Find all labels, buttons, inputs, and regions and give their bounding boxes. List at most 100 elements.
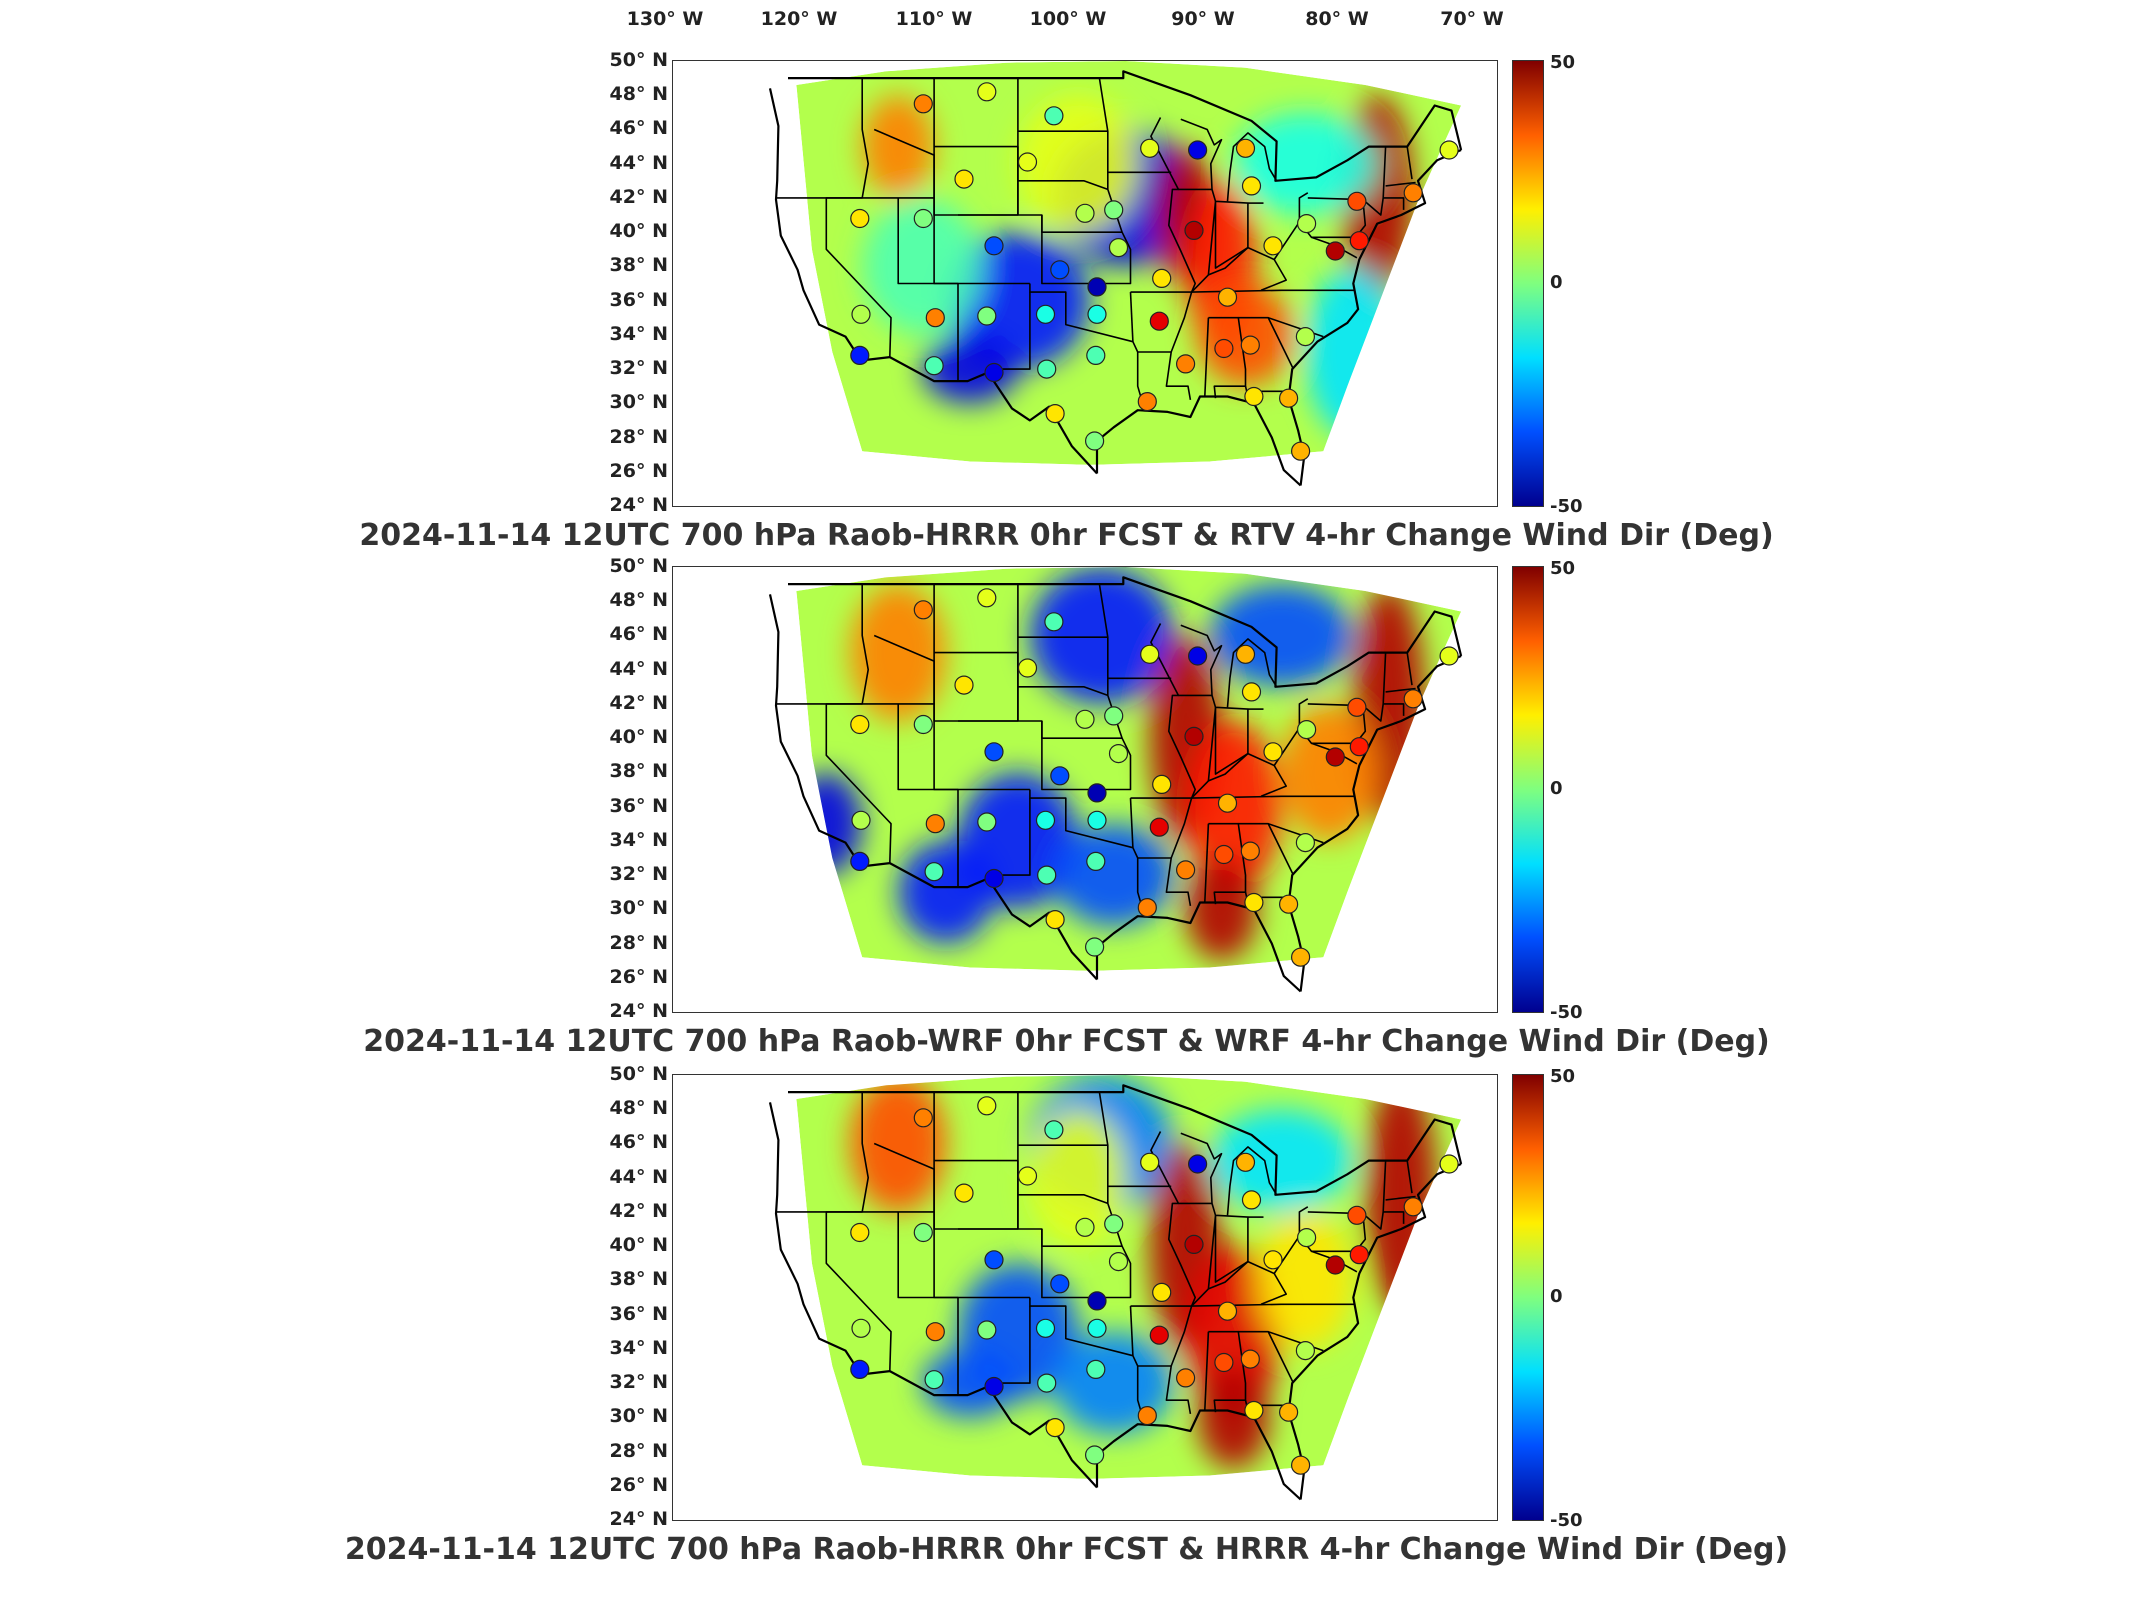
- raob-site-marker: [1184, 220, 1204, 240]
- raob-site-marker: [1263, 1250, 1283, 1270]
- lon-tick-label: 110° W: [895, 8, 973, 30]
- raob-site-marker: [1244, 1400, 1264, 1421]
- raob-site-marker: [1044, 612, 1064, 632]
- panel-title: 2024-11-14 12UTC 700 hPa Raob-HRRR 0hr F…: [344, 1532, 1789, 1567]
- raob-site-marker: [1087, 304, 1107, 324]
- boundary-line: [1180, 624, 1223, 708]
- raob-site-marker: [1244, 386, 1264, 407]
- raob-site-marker: [1263, 742, 1283, 762]
- raob-site-marker: [1278, 894, 1299, 914]
- raob-site-marker: [1214, 1352, 1234, 1373]
- raob-site-marker: [1325, 1255, 1345, 1275]
- boundary-line: [1204, 317, 1210, 397]
- lat-tick-label: 38° N: [609, 1268, 668, 1291]
- raob-site-marker: [1086, 851, 1106, 871]
- lat-tick-label: 28° N: [609, 931, 668, 954]
- wind-direction-map: [768, 567, 1463, 993]
- boundary-line: [1226, 1146, 1278, 1216]
- boundary-line: [1180, 118, 1223, 202]
- boundary-line: [1129, 798, 1134, 848]
- colorbar-mid-label: 0: [1550, 272, 1563, 293]
- boundary-line: [1362, 652, 1387, 722]
- boundary-line: [1383, 703, 1405, 716]
- lat-tick-label: 38° N: [609, 760, 668, 783]
- raob-site-marker: [977, 82, 997, 102]
- raob-site-marker: [1017, 658, 1038, 678]
- lon-tick-label: 70° W: [1440, 8, 1504, 30]
- raob-site-marker: [1349, 737, 1369, 757]
- map-plot-area: [672, 1074, 1498, 1521]
- raob-site-marker: [1244, 892, 1264, 913]
- raob-site-marker: [913, 94, 933, 114]
- raob-site-marker: [850, 345, 870, 365]
- raob-site-marker: [924, 1370, 944, 1390]
- lon-tick-label: 90° W: [1171, 8, 1235, 30]
- lat-tick-label: 36° N: [609, 288, 668, 311]
- map-plot-area: [672, 60, 1498, 507]
- raob-site-marker: [1278, 388, 1299, 408]
- raob-site-marker: [925, 1322, 945, 1342]
- raob-site-marker: [1087, 1318, 1107, 1338]
- raob-site-marker: [1241, 1190, 1262, 1210]
- lat-tick-label: 48° N: [609, 589, 668, 612]
- lat-tick-label: 30° N: [609, 897, 668, 920]
- raob-site-marker: [984, 868, 1004, 889]
- colorbar-min-label: -50: [1550, 496, 1583, 517]
- lat-tick-label: 40° N: [609, 1234, 668, 1257]
- boundary-line: [1208, 822, 1247, 905]
- raob-site-marker: [977, 812, 997, 832]
- boundary-line: [1041, 77, 1132, 285]
- lat-tick-label: 24° N: [609, 1508, 668, 1530]
- raob-site-marker: [1235, 644, 1256, 664]
- lat-tick-label: 34° N: [609, 322, 668, 345]
- boundary-line: [1204, 1331, 1210, 1411]
- raob-site-marker: [1240, 1349, 1260, 1369]
- colorbar-mid-label: 0: [1550, 1286, 1563, 1307]
- lat-tick-label: 46° N: [609, 117, 668, 140]
- raob-site-marker: [1149, 311, 1169, 331]
- boundary-line: [788, 70, 1463, 182]
- raob-site-marker: [1349, 231, 1369, 251]
- raob-site-marker: [1184, 1234, 1204, 1254]
- boundary-line: [1041, 1091, 1132, 1299]
- raob-site-marker: [851, 304, 871, 324]
- map-plot-area: [672, 566, 1498, 1013]
- raob-site-marker: [1296, 1228, 1317, 1248]
- raob-site-marker: [913, 714, 933, 735]
- raob-site-marker: [1325, 241, 1345, 261]
- raob-site-marker: [850, 208, 870, 229]
- raob-site-marker: [1295, 833, 1316, 853]
- raob-site-marker: [1347, 697, 1367, 717]
- lon-tick-label: 130° W: [626, 8, 704, 30]
- raob-site-marker: [1290, 1455, 1311, 1475]
- raob-site-marker: [1184, 726, 1204, 746]
- raob-site-marker: [1187, 140, 1208, 160]
- raob-site-marker: [1152, 268, 1172, 288]
- raob-site-marker: [1152, 774, 1172, 794]
- lat-tick-label: 26° N: [609, 965, 668, 988]
- raob-site-marker: [850, 714, 870, 735]
- raob-site-marker: [1439, 646, 1459, 666]
- raob-site-marker: [954, 675, 974, 695]
- raob-site-marker: [1045, 404, 1065, 424]
- lat-tick-label: 48° N: [609, 83, 668, 106]
- panel-title: 2024-11-14 12UTC 700 hPa Raob-WRF 0hr FC…: [363, 1024, 1770, 1059]
- lat-tick-label: 26° N: [609, 459, 668, 482]
- boundary-line: [788, 1084, 1463, 1196]
- lat-tick-label: 28° N: [609, 425, 668, 448]
- lat-tick-label: 42° N: [609, 1199, 668, 1222]
- colorbar-mid-label: 0: [1550, 778, 1563, 799]
- boundary-line: [1029, 789, 1145, 913]
- boundary-line: [1406, 1160, 1413, 1194]
- raob-site-marker: [850, 851, 870, 871]
- raob-site-marker: [1037, 865, 1057, 885]
- colorbar: [1512, 566, 1544, 1013]
- raob-sites: [850, 82, 1459, 461]
- colorbar: [1512, 60, 1544, 507]
- wind-direction-map: [768, 61, 1463, 487]
- boundary-line: [1226, 638, 1278, 708]
- boundary-line: [1130, 1303, 1355, 1307]
- lat-tick-label: 36° N: [609, 794, 668, 817]
- boundary-line: [1180, 1132, 1223, 1216]
- boundary-line: [1017, 180, 1109, 191]
